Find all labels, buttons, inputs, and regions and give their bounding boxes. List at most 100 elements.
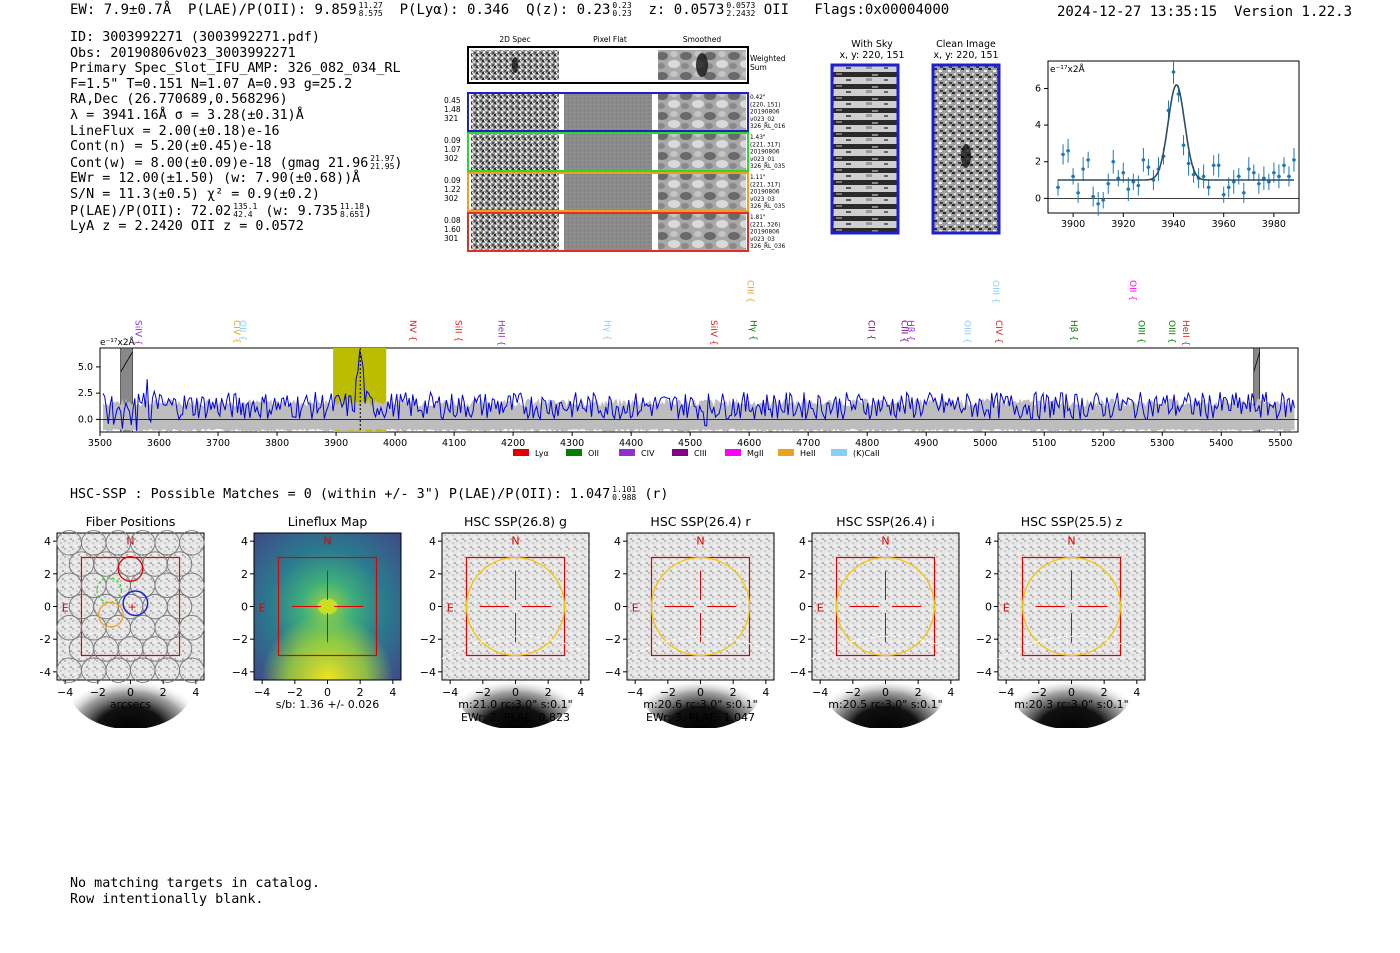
panel-hsc-4: HSC SSP(26.4) r −4 −2 0 2 4 4 2 0 −2 −4 N Em:20.6 rc… xyxy=(605,514,775,728)
cutout-row-meta: 1.11" xyxy=(750,175,766,181)
qz-value: 0.23 xyxy=(576,2,611,18)
east-label: E xyxy=(447,601,454,614)
imaging-panels: Fiber Positions −4 −2 0 2 4 4 2 0 −2 −4 N E + arcsecs L… xyxy=(40,514,1146,728)
line-fit-point xyxy=(1211,155,1216,176)
emission-line-label: HeII { xyxy=(495,320,505,346)
sn-line: S/N = 11.3(±0.5) χ² = 0.9(±0.2) xyxy=(70,186,320,202)
north-label: N xyxy=(1067,534,1075,547)
line-fit-point xyxy=(1256,173,1261,194)
svg-text:+: + xyxy=(128,601,137,614)
cutout-row-meta: 326_RL_036 xyxy=(750,244,785,250)
emission-line-label: SiII { xyxy=(452,320,462,342)
emission-line-label: CIII { xyxy=(744,280,754,303)
panel-xtick: 0 xyxy=(512,686,519,699)
panel-title: Fiber Positions xyxy=(86,514,176,529)
cutout-row-value: 0.09 xyxy=(444,176,461,185)
full-spectrum-plot: SiIV {CIV {OII {NV {SiII {HeII {Hγ {SiIV… xyxy=(78,280,1299,458)
panel-ytick: 0 xyxy=(241,601,248,614)
cutout-row-value: 301 xyxy=(444,234,459,243)
cutout-row-value: 1.60 xyxy=(444,225,461,234)
clean-image-title: Clean Image xyxy=(936,39,996,50)
footer-line-2: Row intentionally blank. xyxy=(70,891,264,907)
fiber-red xyxy=(117,556,144,582)
line-fit-point xyxy=(1111,149,1116,174)
svg-text:HeII: HeII xyxy=(800,449,816,458)
panel-xtick: −4 xyxy=(254,686,270,699)
line-fit-ytick: 6 xyxy=(1035,83,1041,94)
panel-caption-2: EWr: 3, PLAE: 1.047 xyxy=(646,711,755,724)
panel-title: HSC SSP(26.4) r xyxy=(650,514,751,529)
line-fit-point xyxy=(1106,173,1111,194)
with-sky-title: With Sky xyxy=(851,39,893,50)
legend-entry: CIV xyxy=(619,449,655,458)
panel-xtick: 4 xyxy=(577,686,584,699)
line-fit-xtick: 3920 xyxy=(1111,219,1135,230)
line-fit-point xyxy=(1241,182,1246,203)
spectrum-xtick: 3800 xyxy=(265,438,289,449)
panel-ytick: 2 xyxy=(799,568,806,581)
svg-text:CIV: CIV xyxy=(641,449,655,458)
contw-line: Cont(w) = 8.00(±0.09)e-18 (gmag 21.96 21.… xyxy=(70,153,403,171)
north-label: N xyxy=(696,534,704,547)
emission-line-label: Hβ { xyxy=(1068,320,1078,341)
line-fit-point xyxy=(1061,144,1066,165)
weighted-sum-label: Weighted Sum xyxy=(750,54,786,72)
panel-hsc-3: HSC SSP(26.8) g −4 −2 0 2 4 4 2 0 −2 −4 N Em:21.0 rc… xyxy=(420,514,590,728)
spectrum-xtick: 5000 xyxy=(973,438,997,449)
spectrum-xtick: 4400 xyxy=(619,438,643,449)
svg-text:MgII: MgII xyxy=(747,449,764,458)
line-fit-point xyxy=(1171,60,1176,84)
panel-xtick: 2 xyxy=(915,686,922,699)
line-fit-point xyxy=(1206,179,1211,196)
panel-xtick: 2 xyxy=(545,686,552,699)
cutout-row-meta: (221, 317) xyxy=(750,182,780,188)
sky-images: With Sky x, y: 220, 151 Clean Image x, y… xyxy=(830,39,1001,235)
panel-xtick: −4 xyxy=(57,686,73,699)
line-fit-point xyxy=(1071,168,1076,185)
east-label: E xyxy=(259,601,266,614)
panel-caption: s/b: 1.36 +/- 0.026 xyxy=(276,698,380,711)
spectrum-xtick: 4000 xyxy=(383,438,407,449)
panel-xtick: −2 xyxy=(660,686,676,699)
emission-line-label: HeII { xyxy=(1180,320,1190,346)
col-pixel-flat: Pixel Flat xyxy=(593,35,627,44)
emission-line-label: Hγ { xyxy=(602,320,612,341)
line-fit-ytick: 2 xyxy=(1035,157,1041,168)
panel-ytick: 0 xyxy=(985,601,992,614)
panel-title: Lineflux Map xyxy=(288,514,368,529)
legend-entry: HeII xyxy=(778,449,816,458)
line-fit-ytick: 0 xyxy=(1035,193,1041,204)
panel-ytick: −2 xyxy=(605,633,621,646)
redshift-line: LyA z = 2.2420 OII z = 0.0572 xyxy=(70,219,304,235)
panel-xtick: 0 xyxy=(127,686,134,699)
cutout-row-meta: 20190806 xyxy=(750,110,780,116)
east-label: E xyxy=(1003,601,1010,614)
lineflux-line: LineFlux = 2.00(±0.18)e-16 xyxy=(70,123,280,139)
spectrum-xtick: 4800 xyxy=(855,438,879,449)
cutout-row-meta: v023_03 xyxy=(750,197,775,203)
north-label: N xyxy=(511,534,519,547)
panel-xtick: 4 xyxy=(762,686,769,699)
primary-line: Primary Spec_Slot_IFU_AMP: 326_082_034_R… xyxy=(70,61,401,77)
aperture-circle xyxy=(465,556,566,657)
emission-line-label: OII { xyxy=(1127,280,1137,301)
line-fit-point xyxy=(1181,135,1186,156)
cutout-row-value: 1.22 xyxy=(444,185,461,194)
line-fit-xtick: 3940 xyxy=(1161,219,1185,230)
aperture-box xyxy=(277,556,378,657)
panel-ytick: 4 xyxy=(614,535,621,548)
legend-entry: CIII xyxy=(672,449,707,458)
spectrum-ytick: 5.0 xyxy=(78,362,93,373)
line-fit-point xyxy=(1066,138,1071,163)
header-summary: EW: 7.9±0.7Å P(LAE)/P(OII): 9.859 11.27 8.… xyxy=(70,1,950,19)
with-sky-image xyxy=(830,63,900,235)
panel-xtick: −2 xyxy=(287,686,303,699)
lambda-line: λ = 3941.16Å σ = 3.28(±0.31)Å xyxy=(70,107,304,123)
header-datetime: 2024-12-27 13:35:15 Version 1.22.3 xyxy=(1057,4,1353,20)
east-label: E xyxy=(62,601,69,614)
panel-caption: arcsecs xyxy=(110,698,152,711)
svg-text:OII: OII xyxy=(588,449,599,458)
spectrum-frame xyxy=(99,347,1299,433)
panel-ytick: −4 xyxy=(605,666,621,679)
